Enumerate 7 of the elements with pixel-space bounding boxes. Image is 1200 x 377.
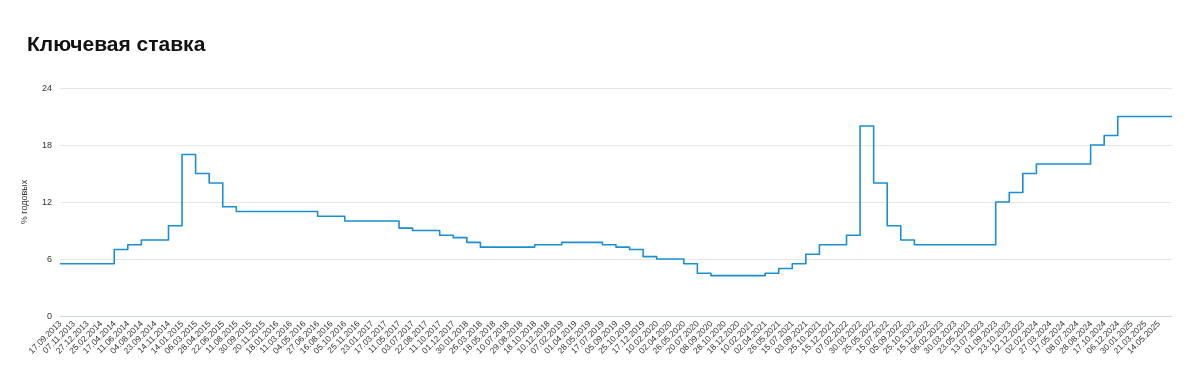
- y-axis-title: % годовых: [18, 179, 29, 225]
- chart-title: Ключевая ставка: [27, 32, 206, 55]
- y-tick-label: 12: [41, 197, 52, 207]
- y-tick-label: 0: [46, 311, 52, 321]
- y-tick-label: 6: [46, 254, 52, 264]
- y-tick-label: 18: [41, 140, 52, 150]
- y-tick-label: 24: [41, 83, 52, 93]
